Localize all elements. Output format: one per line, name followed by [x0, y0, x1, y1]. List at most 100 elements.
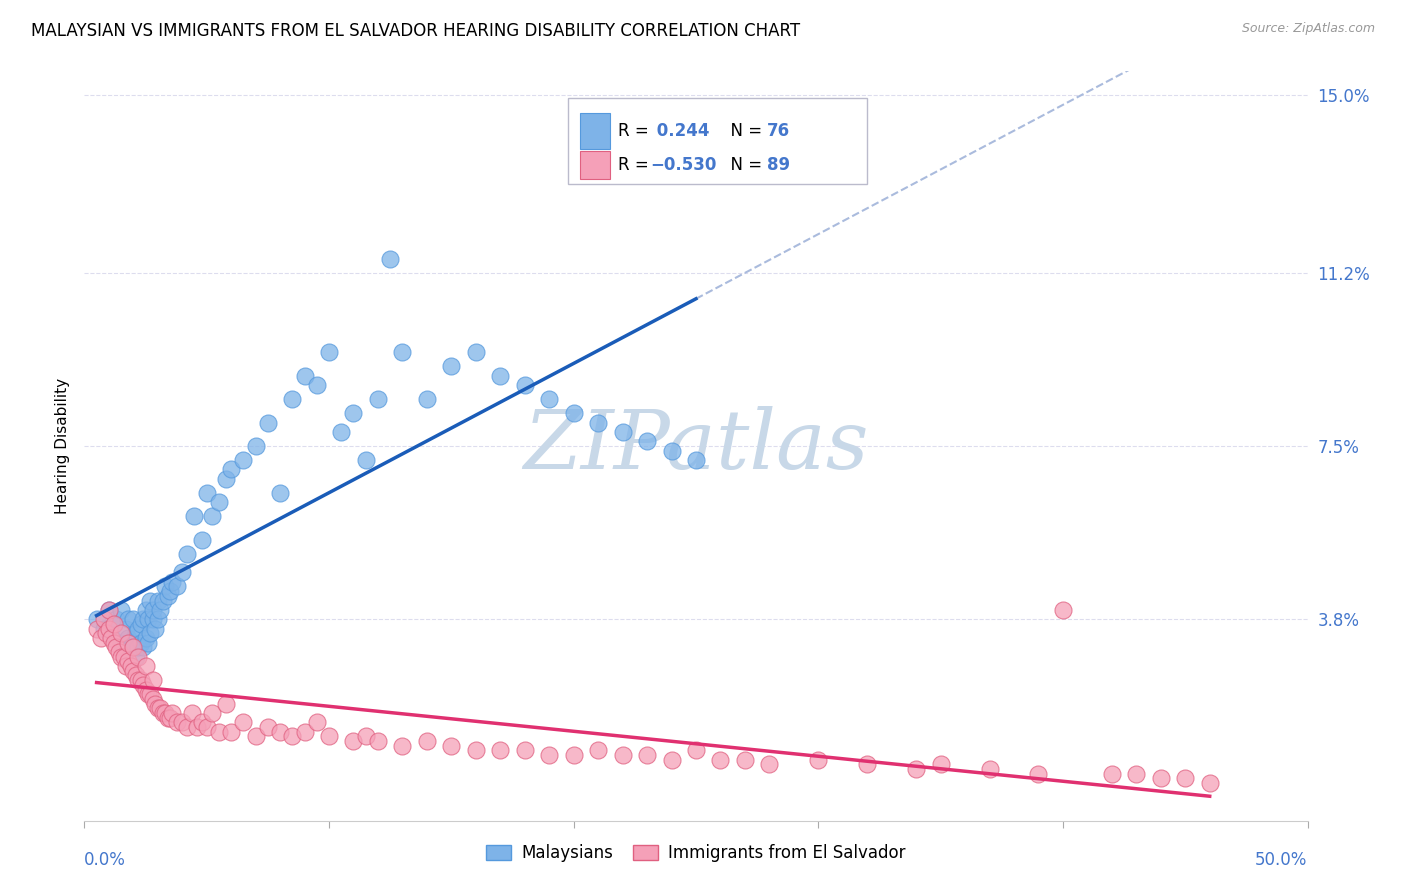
Point — [136, 687, 159, 701]
Point — [86, 622, 108, 636]
Point — [90, 631, 112, 645]
Point — [142, 612, 165, 626]
Point — [107, 645, 129, 659]
Point — [513, 743, 536, 757]
Point — [125, 626, 148, 640]
Point — [200, 509, 222, 524]
Point — [269, 724, 291, 739]
Point — [342, 406, 364, 420]
Point — [132, 678, 155, 692]
Point — [1198, 776, 1220, 790]
Point — [127, 649, 149, 664]
Point — [162, 706, 184, 720]
Point — [305, 715, 328, 730]
Point — [159, 710, 181, 724]
Point — [105, 640, 128, 655]
Text: N =: N = — [720, 121, 768, 139]
Point — [127, 640, 149, 655]
Point — [146, 612, 169, 626]
Point — [105, 612, 128, 626]
Text: MALAYSIAN VS IMMIGRANTS FROM EL SALVADOR HEARING DISABILITY CORRELATION CHART: MALAYSIAN VS IMMIGRANTS FROM EL SALVADOR… — [31, 22, 800, 40]
Text: 89: 89 — [766, 156, 790, 174]
Point — [416, 392, 439, 407]
Point — [464, 345, 486, 359]
Point — [86, 612, 108, 626]
Point — [172, 715, 194, 730]
Point — [257, 720, 280, 734]
Point — [416, 734, 439, 748]
Point — [97, 603, 120, 617]
Point — [143, 697, 166, 711]
Point — [115, 659, 138, 673]
Point — [734, 753, 756, 767]
Bar — [568, 97, 868, 184]
Point — [342, 734, 364, 748]
Point — [135, 659, 157, 673]
Point — [440, 739, 463, 753]
Point — [294, 368, 316, 383]
Point — [149, 603, 172, 617]
Point — [440, 359, 463, 374]
Point — [219, 724, 242, 739]
Point — [612, 747, 634, 762]
Point — [176, 547, 198, 561]
Point — [1028, 767, 1050, 781]
Point — [146, 593, 169, 607]
Point — [195, 720, 218, 734]
Point — [146, 701, 169, 715]
Point — [636, 434, 658, 449]
Point — [219, 462, 242, 476]
Point — [661, 753, 683, 767]
Point — [354, 453, 377, 467]
Point — [142, 692, 165, 706]
Point — [122, 635, 145, 649]
Point — [135, 603, 157, 617]
Point — [125, 668, 148, 682]
Point — [153, 706, 176, 720]
Point — [191, 533, 214, 547]
Point — [367, 392, 389, 407]
Y-axis label: Hearing Disability: Hearing Disability — [55, 378, 70, 514]
Point — [97, 622, 120, 636]
Point — [132, 612, 155, 626]
Point — [186, 720, 208, 734]
Text: R =: R = — [617, 121, 654, 139]
Point — [354, 730, 377, 744]
Point — [139, 687, 162, 701]
Point — [100, 631, 122, 645]
Point — [159, 584, 181, 599]
Point — [612, 425, 634, 439]
Point — [294, 724, 316, 739]
Point — [117, 635, 139, 649]
Point — [391, 345, 413, 359]
Point — [979, 762, 1001, 776]
Point — [153, 580, 176, 594]
Point — [127, 673, 149, 688]
Point — [110, 626, 132, 640]
Point — [117, 655, 139, 669]
Text: 76: 76 — [766, 121, 790, 139]
Point — [122, 664, 145, 678]
Point — [232, 453, 254, 467]
Point — [1174, 772, 1197, 786]
Point — [122, 640, 145, 655]
Point — [120, 659, 142, 673]
Point — [856, 757, 879, 772]
Point — [257, 416, 280, 430]
Bar — [579, 112, 610, 149]
Point — [129, 635, 152, 649]
Point — [112, 640, 135, 655]
Point — [96, 626, 118, 640]
Point — [195, 485, 218, 500]
Point — [166, 580, 188, 594]
Point — [758, 757, 780, 772]
Point — [208, 724, 231, 739]
Point — [1150, 772, 1173, 786]
Point — [661, 443, 683, 458]
Text: N =: N = — [720, 156, 768, 174]
Point — [117, 612, 139, 626]
Point — [200, 706, 222, 720]
Point — [318, 345, 340, 359]
Legend: Malaysians, Immigrants from El Salvador: Malaysians, Immigrants from El Salvador — [479, 838, 912, 869]
Point — [215, 472, 238, 486]
